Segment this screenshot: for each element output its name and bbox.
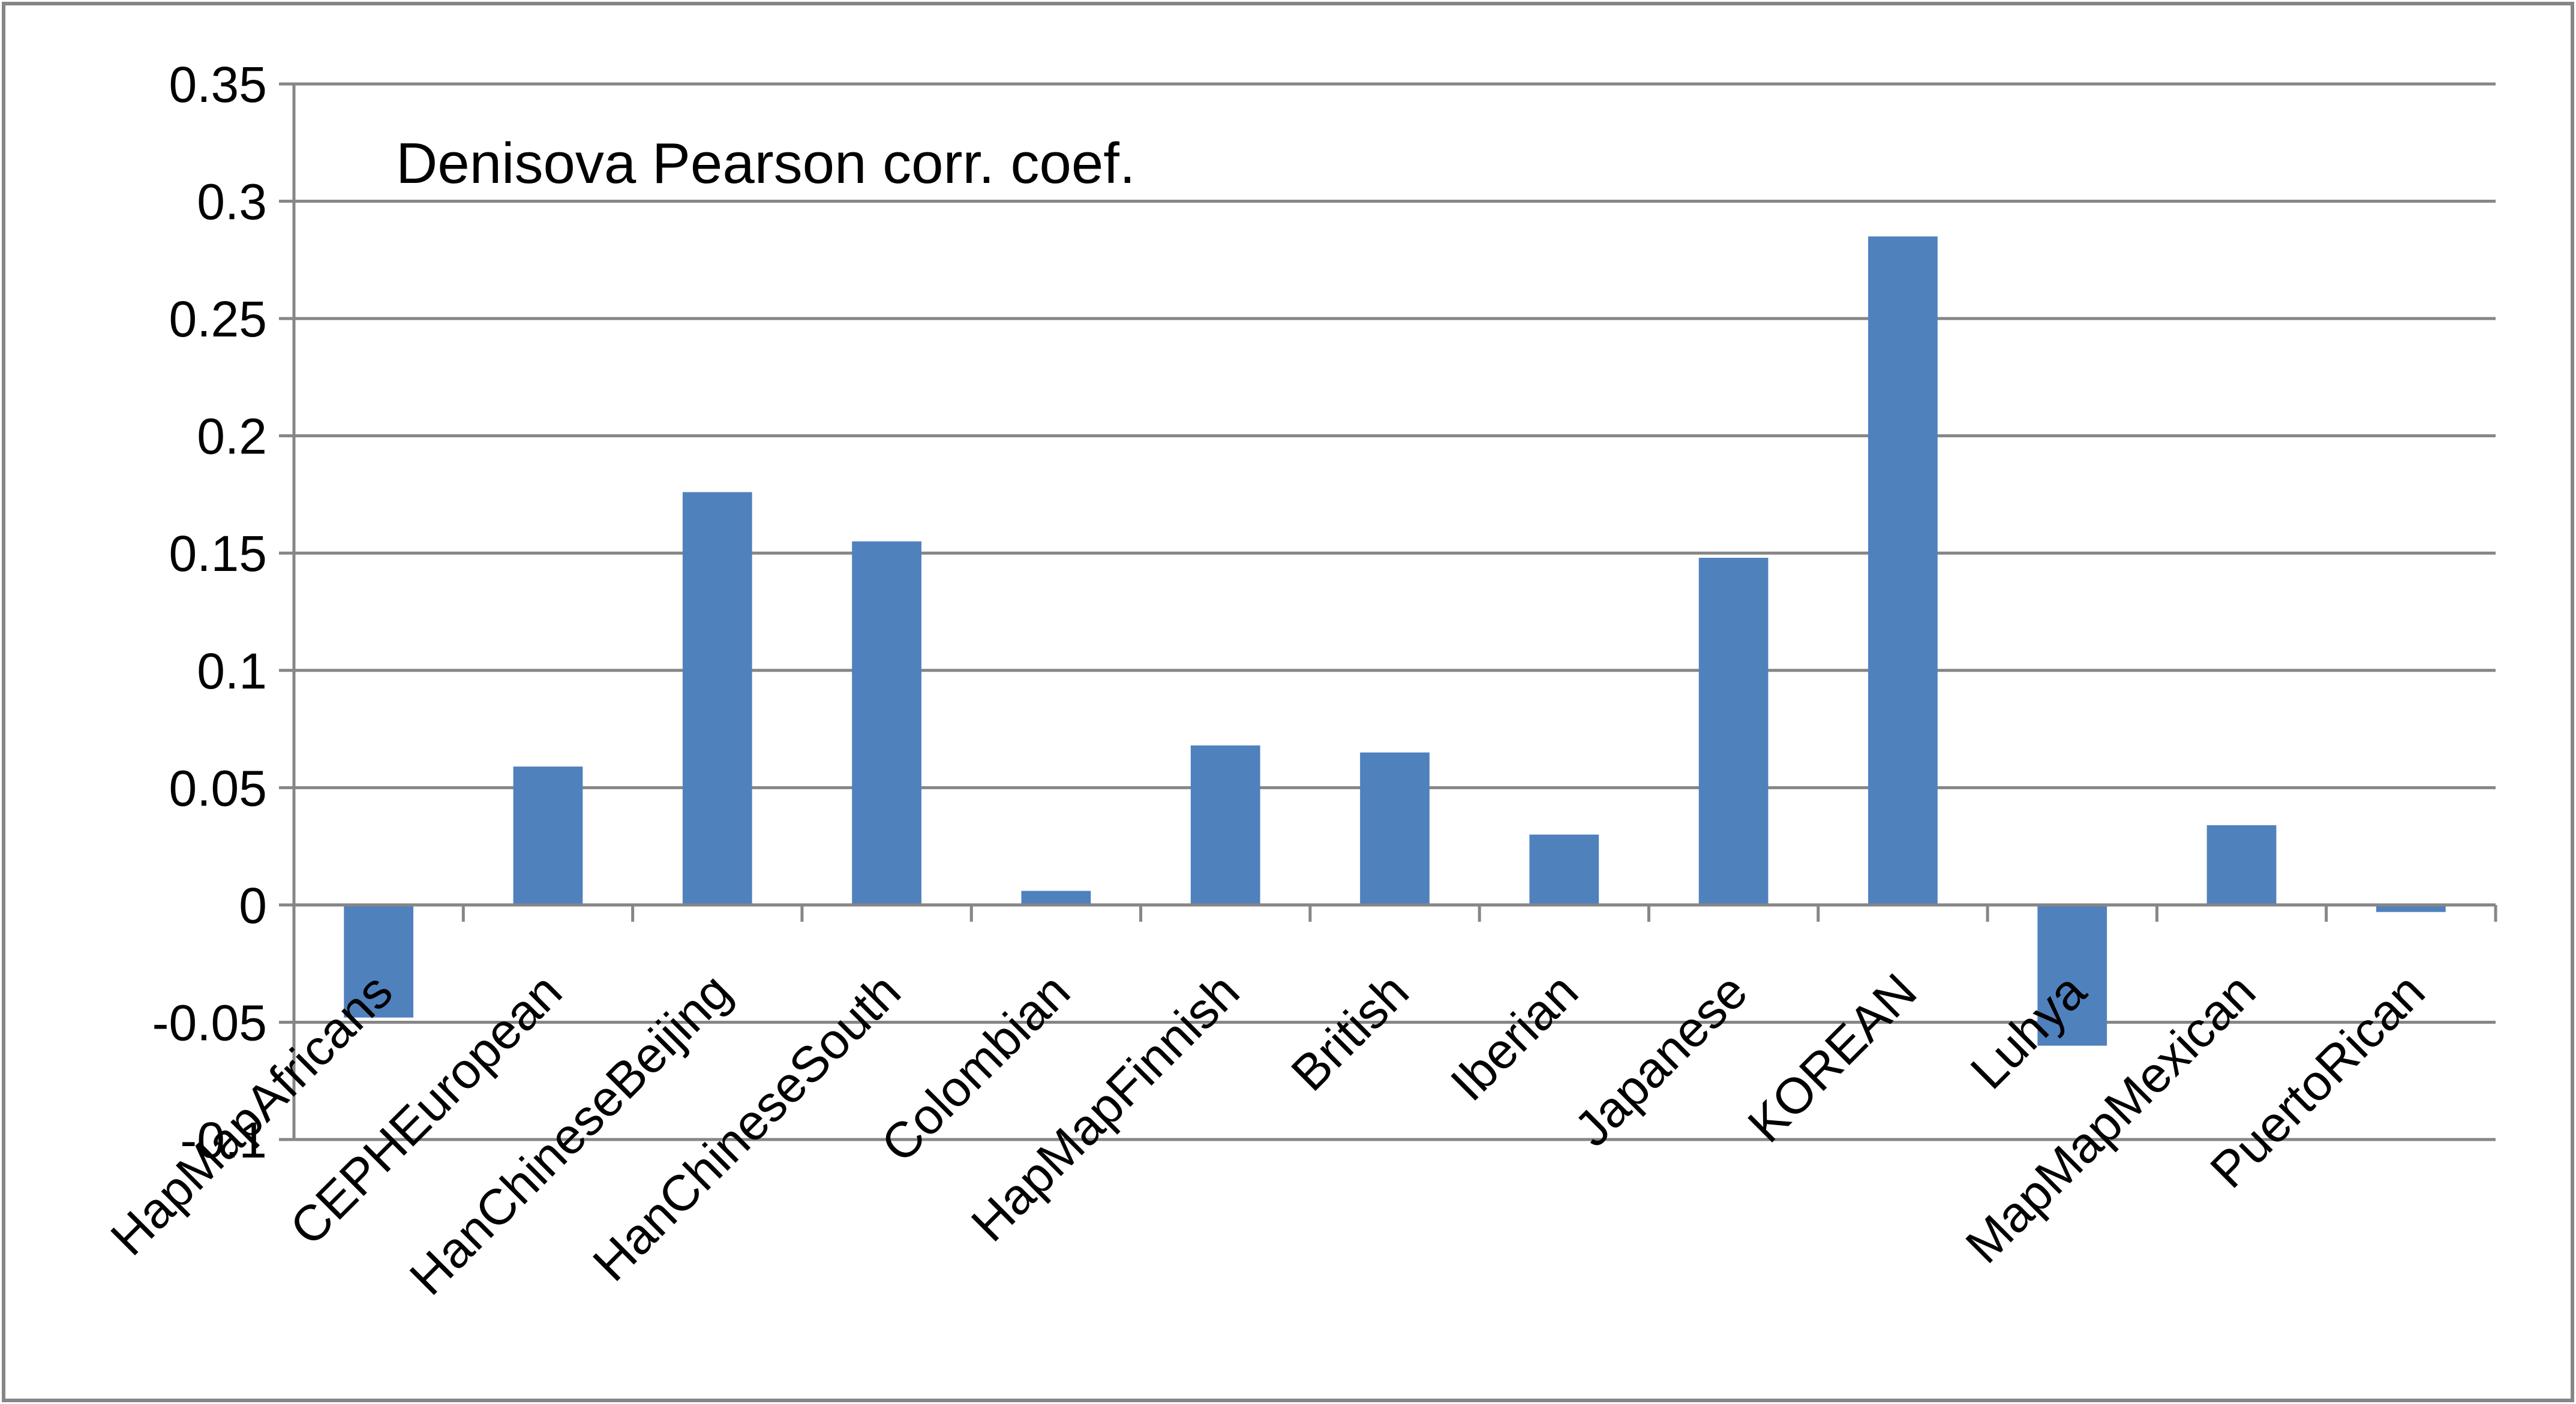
y-tick-label: 0.35	[169, 56, 268, 113]
y-tick-label: 0.25	[169, 291, 268, 347]
y-tick-label: 0.3	[197, 174, 267, 230]
bar-korean	[1868, 236, 1938, 905]
y-axis-ticks: 0.35 0.3 0.25 0.2 0.15 0.1 0.05 0 -0.05 -0.1	[152, 56, 296, 1168]
y-tick-label: 0.05	[169, 760, 268, 816]
bar-hanchinesesouth	[852, 541, 921, 905]
bar-british	[1360, 752, 1430, 905]
gridlines	[294, 82, 2496, 1141]
bar-hanchinesebeijing	[682, 492, 752, 905]
chart-title: Denisova Pearson corr. coef.	[396, 131, 1136, 196]
bar-puertorican	[2376, 904, 2446, 912]
y-tick-label: 0	[239, 877, 267, 934]
y-tick-label: -0.05	[152, 994, 267, 1051]
bar-japanese	[1698, 558, 1769, 905]
bars	[344, 236, 2446, 1046]
y-tick-label: 0.1	[197, 643, 267, 699]
bar-colombian	[1021, 891, 1091, 905]
bar-cepheuropean	[513, 766, 583, 905]
bar-luhya	[2037, 904, 2107, 1046]
x-axis	[292, 903, 2497, 922]
bar-hapmapfinnish	[1190, 745, 1260, 905]
bar-iberian	[1529, 834, 1599, 905]
y-tick-label: -0.1	[180, 1112, 267, 1168]
bar-hapmapafricans	[344, 904, 414, 1018]
bar-mapmapmexican	[2206, 825, 2277, 905]
y-tick-label: 0.15	[169, 525, 268, 582]
y-tick-label: 0.2	[197, 408, 267, 465]
